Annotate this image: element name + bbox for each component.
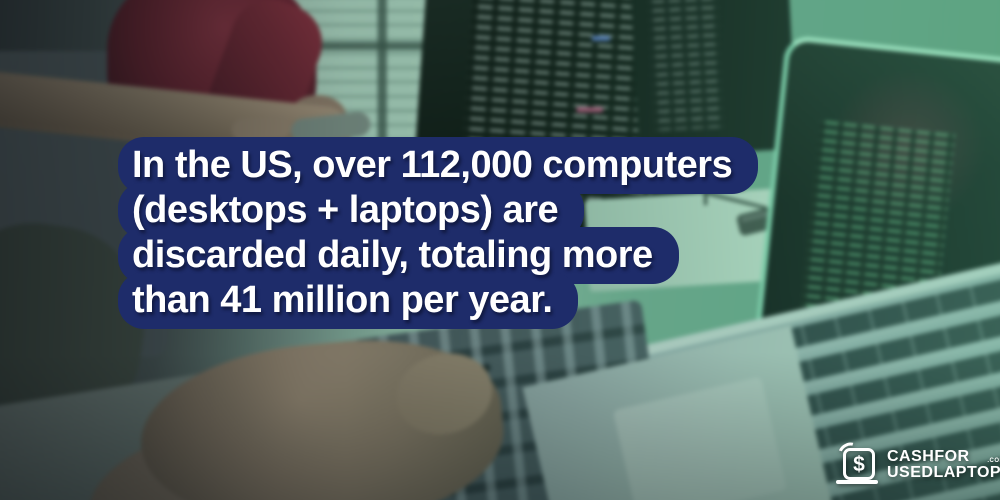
brand-logo: $ CASHFOR USEDLAPTOP .COM — [835, 438, 1000, 486]
window-frame-horizontal — [285, 41, 475, 51]
dollar-sign-icon: $ — [843, 448, 875, 480]
code-highlight-pink — [576, 107, 604, 113]
brand-domain-suffix: .COM — [987, 458, 1000, 464]
window-frame-vertical — [377, 0, 387, 215]
laptop-dollar-icon: $ — [835, 438, 878, 486]
statistic-quote-box: In the US, over 112,000 computers (deskt… — [118, 137, 759, 329]
brand-name-line2-text: USEDLAPTOP — [887, 464, 1000, 481]
brand-name-line1: CASHFOR — [887, 447, 970, 465]
brand-logo-text: CASHFOR USEDLAPTOP .COM — [887, 447, 1000, 482]
quote-line-4: than 41 million per year. — [118, 272, 579, 329]
code-highlight-blue — [591, 35, 611, 41]
laptop-base-icon — [836, 480, 878, 484]
brand-name-line2: USEDLAPTOP .COM — [887, 458, 1000, 481]
